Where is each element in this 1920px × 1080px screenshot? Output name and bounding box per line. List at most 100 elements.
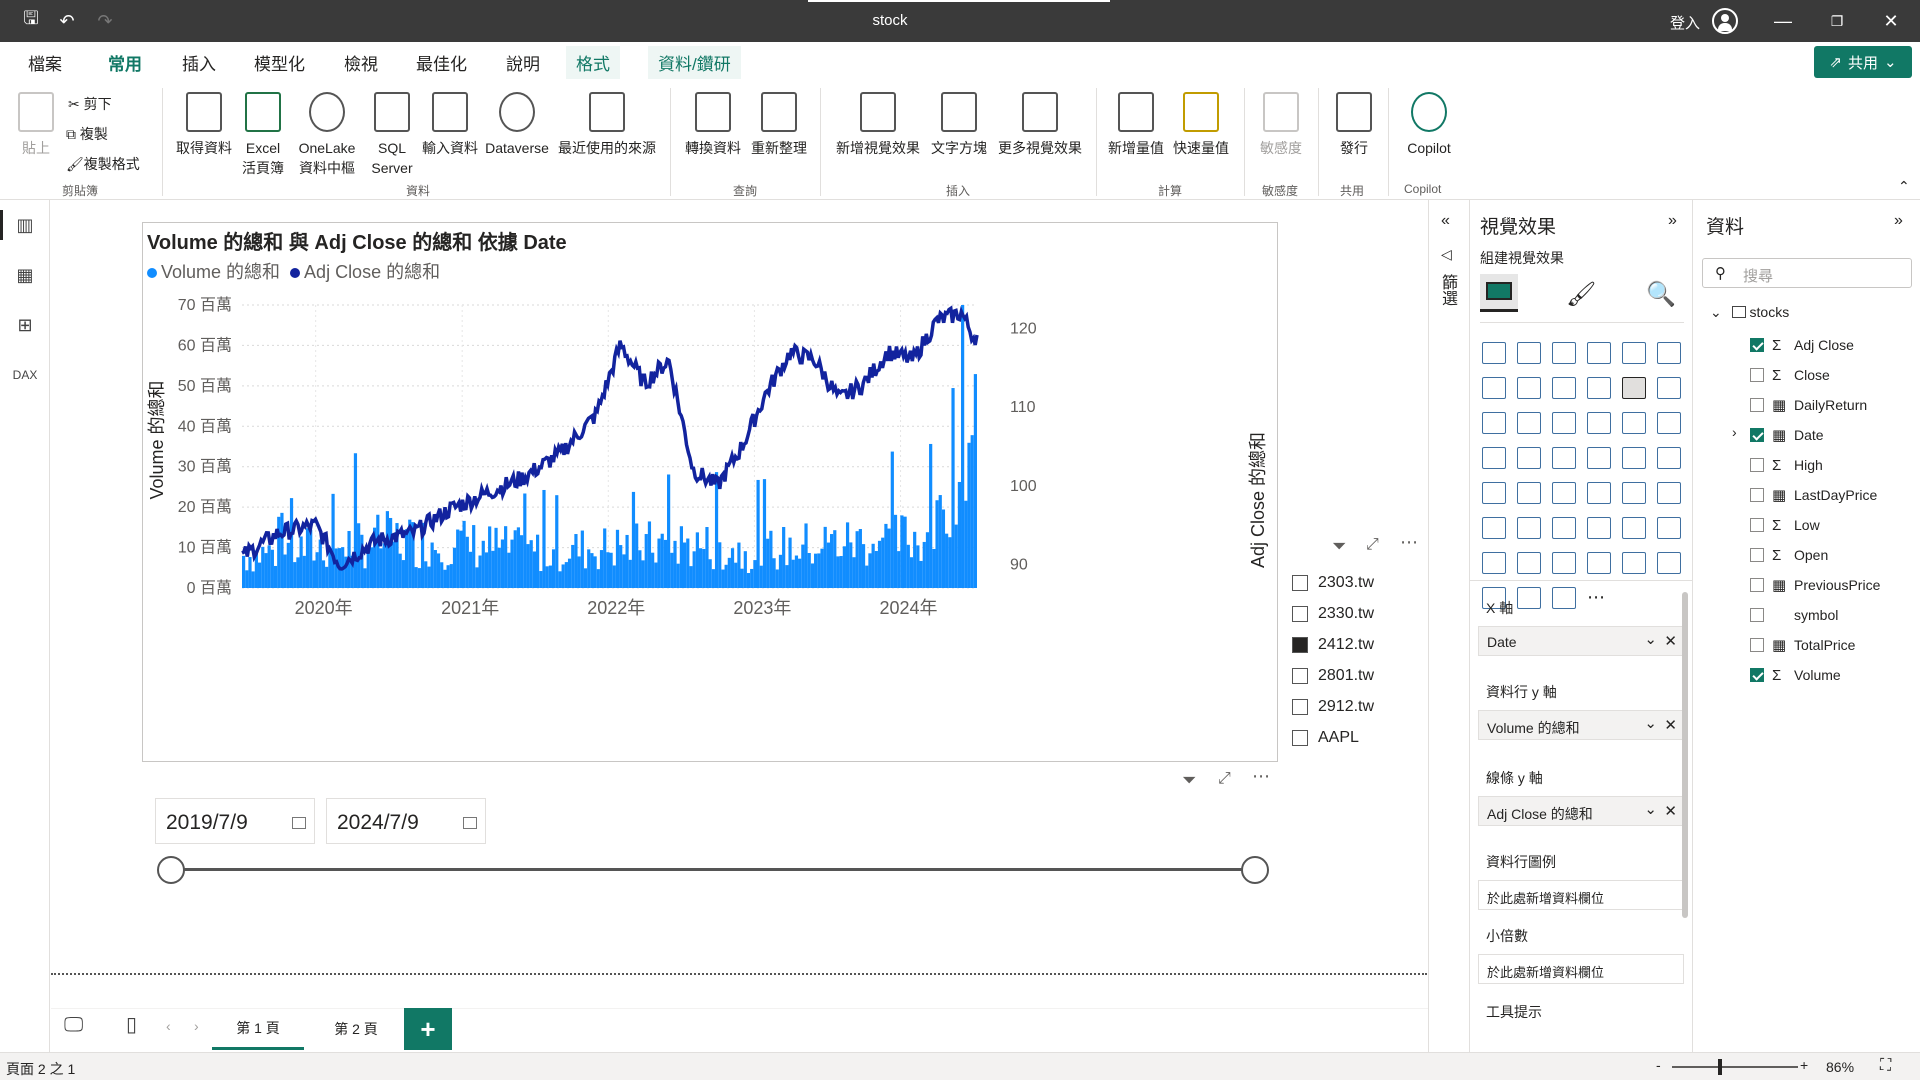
- save-icon[interactable]: 🖫: [23, 8, 39, 28]
- visual-type-icon[interactable]: [1482, 412, 1506, 434]
- combo-chart-visual[interactable]: [142, 222, 1278, 762]
- slicer-checkbox[interactable]: [1292, 606, 1308, 622]
- next-page-icon[interactable]: ›: [194, 1018, 199, 1034]
- new-measure-button[interactable]: 新增量值: [1104, 92, 1168, 158]
- field-checkbox[interactable]: [1750, 668, 1764, 682]
- focus-mode-icon[interactable]: ⤢: [1218, 770, 1231, 787]
- publish-button[interactable]: 發行: [1326, 92, 1382, 158]
- visual-type-icon[interactable]: [1517, 447, 1541, 469]
- slicer-item[interactable]: 2801.tw: [1292, 667, 1374, 685]
- visual-type-icon[interactable]: [1657, 342, 1681, 364]
- model-view-icon[interactable]: ⊞: [17, 314, 33, 335]
- sensitivity-button[interactable]: 敏感度: [1252, 92, 1310, 158]
- table-node-stocks[interactable]: ⌄ stocks: [1710, 304, 1790, 320]
- paste-button[interactable]: 貼上: [14, 92, 58, 158]
- column-y-well[interactable]: Volume 的總和 ⌄ ✕: [1478, 710, 1684, 740]
- add-page-button[interactable]: +: [404, 1008, 452, 1050]
- prev-page-icon[interactable]: ‹: [166, 1018, 171, 1034]
- copilot-button[interactable]: Copilot: [1396, 92, 1462, 158]
- tab-modeling[interactable]: 模型化: [254, 55, 305, 74]
- date-range-track[interactable]: [170, 868, 1255, 871]
- chevrons-right-icon[interactable]: »: [1894, 212, 1903, 229]
- chevrons-left-icon[interactable]: «: [1441, 212, 1450, 229]
- build-visual-tab[interactable]: [1480, 274, 1518, 312]
- visual-type-icon[interactable]: [1552, 447, 1576, 469]
- share-button[interactable]: ⇗ 共用 ⌄: [1814, 46, 1912, 78]
- field-checkbox[interactable]: [1750, 488, 1764, 502]
- chevrons-right-icon[interactable]: »: [1668, 212, 1677, 229]
- tab-insert[interactable]: 插入: [182, 55, 216, 74]
- field-checkbox[interactable]: [1750, 638, 1764, 652]
- visual-type-icon[interactable]: [1552, 377, 1576, 399]
- zoom-in-icon[interactable]: +: [1800, 1057, 1809, 1073]
- x-axis-well[interactable]: Date ⌄ ✕: [1478, 626, 1684, 656]
- visual-type-icon[interactable]: [1657, 412, 1681, 434]
- remove-field-icon[interactable]: ✕: [1664, 717, 1677, 734]
- visual-type-icon[interactable]: [1517, 552, 1541, 574]
- visual-type-icon[interactable]: [1517, 377, 1541, 399]
- visual-type-icon[interactable]: [1622, 552, 1646, 574]
- close-icon[interactable]: ✕: [1883, 10, 1899, 31]
- visual-type-icon[interactable]: [1657, 447, 1681, 469]
- get-data-button[interactable]: 取得資料: [172, 92, 236, 158]
- field-checkbox[interactable]: [1750, 578, 1764, 592]
- field-checkbox[interactable]: [1750, 548, 1764, 562]
- enter-data-button[interactable]: 輸入資料: [418, 92, 482, 158]
- visual-type-icon[interactable]: [1622, 342, 1646, 364]
- field-checkbox[interactable]: [1750, 608, 1764, 622]
- new-visual-button[interactable]: 新增視覺效果: [830, 92, 926, 158]
- tab-file[interactable]: 檔案: [28, 55, 62, 74]
- more-visuals-icon[interactable]: ⋯: [1587, 587, 1611, 609]
- visual-type-icon[interactable]: [1622, 447, 1646, 469]
- tab-optimize[interactable]: 最佳化: [416, 55, 467, 74]
- visual-type-icon[interactable]: [1657, 517, 1681, 539]
- visual-type-icon[interactable]: [1622, 412, 1646, 434]
- visual-type-icon[interactable]: [1482, 342, 1506, 364]
- chevron-right-icon[interactable]: ›: [1732, 424, 1737, 440]
- zoom-slider-thumb[interactable]: [1718, 1059, 1722, 1075]
- calendar-icon[interactable]: [463, 817, 477, 829]
- format-painter-button[interactable]: 🖌複製格式: [66, 156, 140, 172]
- page-tab-2[interactable]: 第 2 頁: [334, 1021, 378, 1037]
- visual-type-icon[interactable]: [1517, 587, 1541, 609]
- chevron-down-icon[interactable]: ⌄: [1710, 304, 1722, 320]
- table-view-icon[interactable]: ▦: [16, 264, 34, 285]
- visual-type-icon[interactable]: [1552, 412, 1576, 434]
- field-checkbox[interactable]: [1750, 518, 1764, 532]
- slicer-checkbox[interactable]: [1292, 575, 1308, 591]
- slicer-item[interactable]: AAPL: [1292, 729, 1359, 747]
- slicer-item[interactable]: 2912.tw: [1292, 698, 1374, 716]
- column-legend-well[interactable]: 於此處新增資料欄位: [1478, 880, 1684, 910]
- redo-icon[interactable]: ↷: [97, 10, 113, 31]
- slicer-checkbox[interactable]: [1292, 668, 1308, 684]
- visual-type-icon[interactable]: [1517, 342, 1541, 364]
- field-checkbox[interactable]: [1750, 458, 1764, 472]
- dax-view-icon[interactable]: DAX: [12, 368, 38, 382]
- field-checkbox[interactable]: [1750, 368, 1764, 382]
- chevron-down-icon[interactable]: ⌄: [1644, 715, 1657, 732]
- visual-type-icon[interactable]: [1517, 412, 1541, 434]
- fit-to-page-icon[interactable]: ⛶: [1880, 1057, 1892, 1074]
- filter-icon[interactable]: ⏷: [1332, 536, 1347, 556]
- range-end-handle[interactable]: [1241, 856, 1269, 884]
- avatar[interactable]: [1712, 8, 1738, 34]
- visual-type-icon[interactable]: [1587, 552, 1611, 574]
- tab-view[interactable]: 檢視: [344, 55, 378, 74]
- zoom-out-icon[interactable]: -: [1656, 1057, 1661, 1073]
- page-tab-1[interactable]: 第 1 頁: [212, 1008, 304, 1050]
- visual-type-icon[interactable]: [1587, 412, 1611, 434]
- visual-type-icon[interactable]: [1482, 587, 1506, 609]
- tab-home[interactable]: 常用: [108, 50, 142, 83]
- visual-type-icon[interactable]: [1657, 377, 1681, 399]
- visual-type-icon[interactable]: [1552, 482, 1576, 504]
- slicer-checkbox[interactable]: [1292, 637, 1308, 653]
- visual-type-icon[interactable]: [1482, 377, 1506, 399]
- visual-type-icon[interactable]: [1587, 517, 1611, 539]
- copy-button[interactable]: ⧉ 複製: [66, 126, 108, 142]
- legend-item-volume[interactable]: Volume 的總和: [147, 258, 280, 284]
- desktop-layout-icon[interactable]: 🖵: [64, 1014, 84, 1036]
- mobile-layout-icon[interactable]: ▯: [126, 1014, 138, 1036]
- slicer-item[interactable]: 2303.tw: [1292, 574, 1374, 592]
- field-checkbox[interactable]: [1750, 338, 1764, 352]
- report-view-icon[interactable]: ▥: [0, 210, 36, 240]
